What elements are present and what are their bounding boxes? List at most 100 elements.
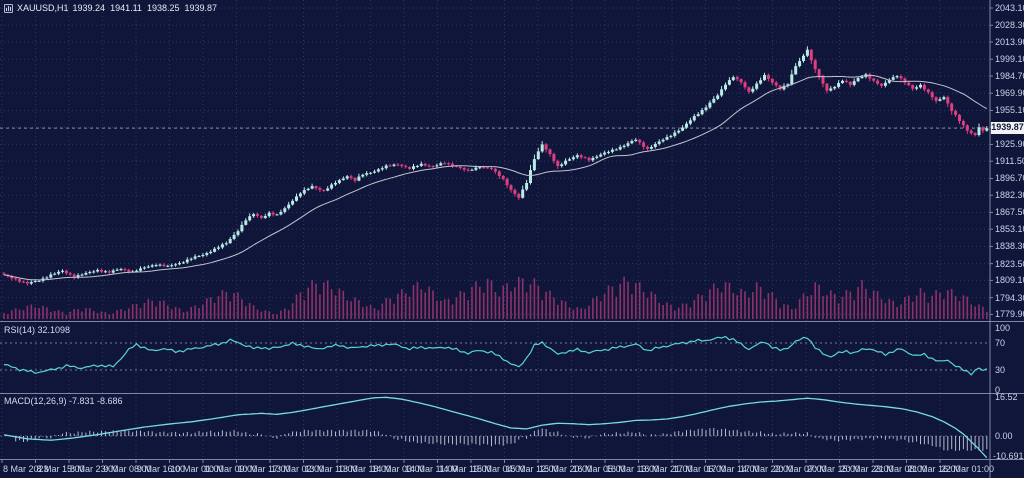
candle-body xyxy=(314,186,318,189)
main-chart-panel[interactable] xyxy=(0,0,990,321)
time-axis-label: 9 Mar 08:00 xyxy=(103,464,152,474)
rsi-axis-label: 100 xyxy=(995,323,1011,333)
volume-bar xyxy=(198,307,200,319)
volume-bar xyxy=(490,280,493,319)
candle-body xyxy=(653,143,657,147)
candle-body xyxy=(759,80,763,84)
volume-bar xyxy=(14,308,17,319)
volume-bar xyxy=(837,303,840,319)
volume-bar xyxy=(510,291,512,319)
volume-bar xyxy=(459,291,462,319)
candle-body xyxy=(922,84,926,90)
candle-body xyxy=(747,87,751,92)
time-axis-label: 15 Mar 20:00 xyxy=(539,464,593,474)
candle-body xyxy=(798,60,802,67)
volume-bar xyxy=(568,307,571,319)
time-axis-label: 15 Mar 04:00 xyxy=(472,464,526,474)
candle-body xyxy=(856,78,860,82)
volume-bar xyxy=(923,292,926,319)
candle-body xyxy=(766,75,770,79)
time-axis-label: 21 Mar 08:00 xyxy=(874,464,928,474)
volume-bar xyxy=(276,314,278,319)
candle-body xyxy=(809,49,813,61)
candle-body xyxy=(841,80,844,84)
volume-bar xyxy=(174,306,177,319)
candle-body xyxy=(248,216,252,221)
candle-body xyxy=(961,121,965,126)
candle-body xyxy=(37,280,41,282)
volume-bars xyxy=(3,276,988,319)
volume-bar xyxy=(697,294,699,319)
candle-body xyxy=(868,74,872,79)
volume-bar xyxy=(256,309,259,319)
volume-bar xyxy=(779,308,781,319)
volume-bar xyxy=(486,278,489,319)
volume-bar xyxy=(900,304,902,319)
volume-bar xyxy=(252,305,255,319)
volume-bar xyxy=(654,294,657,319)
candle-body xyxy=(96,269,100,272)
candle-body xyxy=(571,157,575,160)
volume-bar xyxy=(701,295,703,319)
candle-body xyxy=(568,159,571,161)
candle-body xyxy=(805,49,809,56)
volume-bar xyxy=(393,303,395,319)
title-bar: XAUUSD,H1 1939.24 1941.11 1938.25 1939.87 xyxy=(4,3,222,13)
volume-bar xyxy=(986,311,988,319)
volume-bar xyxy=(549,290,551,319)
price-axis-label: 1779.90 xyxy=(995,309,1024,320)
volume-bar xyxy=(775,298,777,319)
candle-body xyxy=(860,76,864,79)
rsi-axis-label: 70 xyxy=(995,338,1006,348)
volume-bar xyxy=(798,299,801,319)
volume-bar xyxy=(958,300,961,319)
candle-body xyxy=(891,77,895,80)
volume-bar xyxy=(373,308,376,319)
price-axis-label: 1809.10 xyxy=(995,275,1024,286)
volume-bar xyxy=(927,302,930,319)
candle-body xyxy=(763,75,766,81)
volume-bar xyxy=(541,300,543,319)
volume-bar xyxy=(713,283,715,319)
candle-body xyxy=(353,177,357,181)
candle-body xyxy=(263,216,267,218)
price-axis-label: 1911.50 xyxy=(995,156,1024,167)
candle-body xyxy=(310,186,314,189)
candle-body xyxy=(365,173,369,175)
volume-bar xyxy=(560,300,563,319)
candle-body xyxy=(696,114,700,117)
volume-bar xyxy=(443,299,446,319)
time-axis-label: 16 Mar 05:00 xyxy=(572,464,626,474)
candle-body xyxy=(404,166,408,168)
candle-body xyxy=(103,271,107,273)
volume-bar xyxy=(46,307,48,319)
volume-bar xyxy=(229,301,231,319)
volume-bar xyxy=(869,298,871,319)
volume-bar xyxy=(377,310,380,319)
candle-body xyxy=(521,189,525,198)
candle-body xyxy=(45,277,49,279)
time-axis-label: 20 Mar 07:00 xyxy=(773,464,827,474)
candle-body xyxy=(712,98,716,103)
candle-body xyxy=(981,127,985,131)
macd-panel[interactable] xyxy=(0,394,990,459)
volume-bar xyxy=(92,311,95,319)
candle-body xyxy=(646,146,649,149)
volume-bar xyxy=(728,282,731,319)
volume-bar xyxy=(420,289,423,319)
volume-bar xyxy=(677,307,680,319)
volume-bar xyxy=(303,300,306,319)
volume-bar xyxy=(326,280,329,319)
volume-bar xyxy=(830,290,832,319)
volume-bar xyxy=(783,304,785,319)
volume-bar xyxy=(744,291,746,319)
volume-bar xyxy=(447,298,450,319)
volume-bar xyxy=(108,314,111,319)
volume-bar xyxy=(666,302,668,319)
rsi-panel[interactable] xyxy=(0,322,990,393)
candle-body xyxy=(10,276,14,279)
price-axis-label: 1896.70 xyxy=(995,173,1024,184)
volume-bar xyxy=(814,282,816,319)
volume-bar xyxy=(307,287,309,319)
candle-body xyxy=(825,83,829,91)
